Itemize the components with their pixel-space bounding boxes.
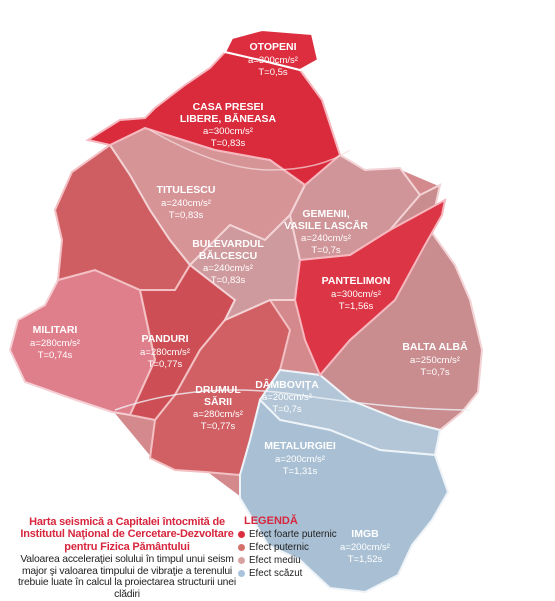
zone-drumul-sarii <box>148 298 292 477</box>
legend-item-label: Efect mediu <box>249 555 301 566</box>
legend-item-label: Efect scăzut <box>249 568 303 579</box>
label-panduri: PANDURI a=280cm/s² T=0,77s <box>140 333 190 370</box>
svg-text:T=1,31s: T=1,31s <box>283 466 318 477</box>
label-balta-alba: BALTA ALBĂ a=250cm/s² T=0,7s <box>402 340 468 378</box>
svg-text:a=300cm/s²: a=300cm/s² <box>203 126 253 137</box>
legend-item: Efect mediu <box>238 554 358 567</box>
svg-text:T=1,56s: T=1,56s <box>339 301 374 312</box>
label-balcescu: BULEVARDUL BĂLCESCU a=240cm/s² T=0,83s <box>192 238 264 286</box>
svg-text:TITULESCU: TITULESCU <box>157 184 216 196</box>
svg-text:T=0,77s: T=0,77s <box>148 359 183 370</box>
svg-text:SĂRII: SĂRII <box>204 395 232 408</box>
zone-pantelimon <box>293 198 447 377</box>
svg-text:a=240cm/s²: a=240cm/s² <box>161 198 211 209</box>
svg-text:DÂMBOVIŢA: DÂMBOVIŢA <box>255 378 319 391</box>
svg-text:GEMENII,: GEMENII, <box>302 208 349 220</box>
label-drumul-sarii: DRUMUL SĂRII a=280cm/s² T=0,77s <box>193 384 243 432</box>
legend-item-label: Efect puternic <box>249 542 309 553</box>
label-otopeni: OTOPENI a=300cm/s² T=0,5s <box>248 41 298 78</box>
svg-text:T=0,5s: T=0,5s <box>258 67 288 78</box>
svg-text:T=0,7s: T=0,7s <box>272 404 302 415</box>
label-imgb: IMGB a=200cm/s² T=1,52s <box>340 528 390 565</box>
svg-text:a=280cm/s²: a=280cm/s² <box>140 347 190 358</box>
svg-text:a=200cm/s²: a=200cm/s² <box>262 392 312 403</box>
svg-text:T=0,7s: T=0,7s <box>311 245 341 256</box>
svg-text:T=0,7s: T=0,7s <box>420 367 450 378</box>
legend-item: Efect scăzut <box>238 567 358 580</box>
label-militari: MILITARI a=280cm/s² T=0,74s <box>30 324 80 361</box>
svg-text:CASA PRESEI: CASA PRESEI <box>193 101 264 113</box>
svg-text:a=250cm/s²: a=250cm/s² <box>410 355 460 366</box>
svg-text:OTOPENI: OTOPENI <box>249 41 296 53</box>
legend-swatch-icon <box>238 531 245 538</box>
map-caption: Harta seismică a Capitalei întocmită de … <box>16 516 238 601</box>
svg-text:MILITARI: MILITARI <box>33 324 78 336</box>
label-titulescu: TITULESCU a=240cm/s² T=0,83s <box>157 184 216 221</box>
svg-text:PANTELIMON: PANTELIMON <box>322 275 391 287</box>
svg-text:METALURGIEI: METALURGIEI <box>264 440 336 452</box>
svg-text:a=280cm/s²: a=280cm/s² <box>30 338 80 349</box>
svg-text:T=0,77s: T=0,77s <box>201 421 236 432</box>
svg-text:a=240cm/s²: a=240cm/s² <box>203 263 253 274</box>
legend-swatch-icon <box>238 570 245 577</box>
svg-text:a=300cm/s²: a=300cm/s² <box>248 55 298 66</box>
svg-text:a=300cm/s²: a=300cm/s² <box>331 289 381 300</box>
zone-otopeni <box>223 28 320 72</box>
label-dambovita: DÂMBOVIŢA a=200cm/s² T=0,7s <box>255 378 319 415</box>
legend-title: LEGENDĂ <box>244 515 298 527</box>
legend-item-label: Efect foarte puternic <box>249 529 337 540</box>
caption-title: Harta seismică a Capitalei întocmită de … <box>20 516 234 553</box>
svg-text:BALTA ALBĂ: BALTA ALBĂ <box>402 340 468 353</box>
legend: LEGENDĂ Efect foarte puternic Efect pute… <box>238 515 358 580</box>
label-casa-presei: CASA PRESEI LIBERE, BĂNEASA a=300cm/s² T… <box>180 101 277 149</box>
svg-text:a=200cm/s²: a=200cm/s² <box>340 542 390 553</box>
svg-text:BULEVARDUL: BULEVARDUL <box>192 238 264 250</box>
svg-text:a=280cm/s²: a=280cm/s² <box>193 409 243 420</box>
label-gemenii: GEMENII, VASILE LASCĂR a=240cm/s² T=0,7s <box>284 208 368 256</box>
legend-item: Efect foarte puternic <box>238 528 358 541</box>
svg-text:T=0,83s: T=0,83s <box>211 138 246 149</box>
svg-text:T=0,74s: T=0,74s <box>38 350 73 361</box>
svg-text:DRUMUL: DRUMUL <box>195 384 241 396</box>
svg-text:T=0,83s: T=0,83s <box>211 275 246 286</box>
svg-text:T=0,83s: T=0,83s <box>169 210 204 221</box>
svg-text:BĂLCESCU: BĂLCESCU <box>199 249 257 262</box>
svg-text:a=240cm/s²: a=240cm/s² <box>301 233 351 244</box>
svg-text:LIBERE, BĂNEASA: LIBERE, BĂNEASA <box>180 112 277 125</box>
legend-item: Efect puternic <box>238 541 358 554</box>
label-metalurgiei: METALURGIEI a=200cm/s² T=1,31s <box>264 440 336 477</box>
legend-swatch-icon <box>238 544 245 551</box>
label-pantelimon: PANTELIMON a=300cm/s² T=1,56s <box>322 275 391 312</box>
svg-text:PANDURI: PANDURI <box>141 333 188 345</box>
zone-metalurgiei <box>239 398 450 594</box>
legend-swatch-icon <box>238 557 245 564</box>
svg-text:VASILE LASCĂR: VASILE LASCĂR <box>284 219 368 232</box>
svg-text:IMGB: IMGB <box>351 528 379 540</box>
svg-text:T=1,52s: T=1,52s <box>348 554 383 565</box>
caption-body: Valoarea acceleraţiei solului în timpul … <box>18 553 236 600</box>
river-line <box>149 129 351 171</box>
svg-text:a=200cm/s²: a=200cm/s² <box>275 454 325 465</box>
river-line <box>114 389 471 411</box>
